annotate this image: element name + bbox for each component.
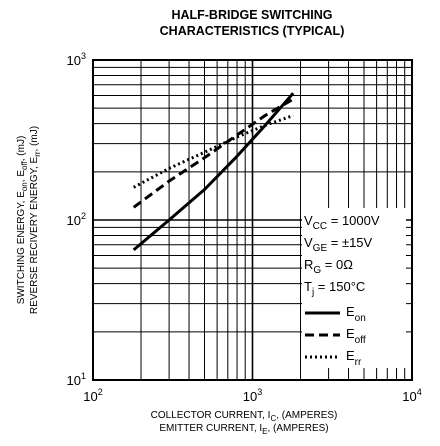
- plot-frame: [92, 59, 413, 381]
- legend-background: [302, 208, 406, 368]
- series-curves: [132, 92, 295, 252]
- legend-label-on: Eon: [346, 304, 366, 324]
- x-axis-label-line-1: COLLECTOR CURRENT, IC, (AMPERES): [151, 410, 338, 423]
- legend-label-off: Eoff: [346, 326, 366, 346]
- x-tick-label: 102: [83, 387, 102, 404]
- legend-label-rr: Err: [346, 348, 362, 368]
- x-tick-label: 103: [243, 387, 262, 404]
- y-axis-label-line-2: REVERSE RECIVERY ENERGY, Err, (mJ): [29, 126, 42, 314]
- condition-label: VCC = 1000V: [304, 213, 380, 232]
- x-axis-label-line-2: EMITTER CURRENT, IE, (AMPERES): [159, 423, 328, 436]
- chart-title-line-2: CHARACTERISTICS (TYPICAL): [160, 24, 345, 38]
- series-on-line: [132, 92, 295, 252]
- y-axis-label-line-1: SWITCHING ENERGY, Eon, Eoff, (mJ): [16, 136, 29, 305]
- y-tick-label: 102: [67, 211, 86, 228]
- y-tick-labels: 101 102 103: [67, 51, 86, 388]
- chart-title-line-1: HALF-BRIDGE SWITCHING: [171, 8, 332, 22]
- y-tick-label: 103: [67, 51, 86, 68]
- condition-label: VGE = ±15V: [304, 235, 373, 254]
- conditions-and-legend: VCC = 1000V VGE = ±15V RG = 0Ω Tj = 150°C Eo…: [302, 208, 406, 368]
- condition-label: RG = 0Ω: [304, 257, 353, 276]
- x-tick-label: 104: [402, 387, 421, 404]
- condition-label: Tj = 150°C: [304, 279, 365, 298]
- series-off-line: [132, 97, 294, 209]
- series-rr-line: [132, 114, 294, 189]
- y-tick-label: 101: [67, 371, 86, 388]
- x-tick-labels: 102 103 104: [83, 387, 421, 404]
